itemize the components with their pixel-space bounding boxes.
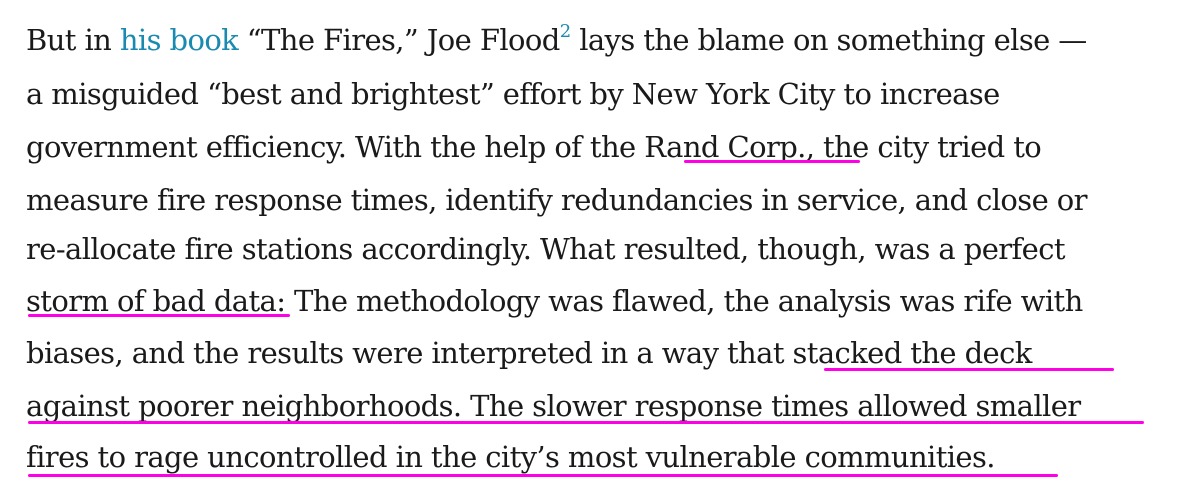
paragraph-line-5: re-allocate fire stations accordingly. W… <box>26 232 1066 266</box>
paragraph-line-9: fires to rage uncontrolled in the city’s… <box>26 440 996 474</box>
paragraph-line-6: storm of bad data: The methodology was f… <box>26 284 1083 318</box>
paragraph-line-8: against poorer neighborhoods. The slower… <box>26 389 1081 423</box>
paragraph-line-3: government efficiency. With the help of … <box>26 130 1042 164</box>
footnote-marker[interactable]: 2 <box>559 21 571 42</box>
underline-against-poorer-neighborhoods <box>28 421 1144 424</box>
underline-stacked-the-deck <box>824 368 1114 371</box>
line-1-text-before-link: But in <box>26 23 120 57</box>
underline-storm-of-bad-data <box>28 314 290 317</box>
paragraph-line-4: measure fire response times, identify re… <box>26 183 1087 217</box>
underline-rand-corp <box>684 160 860 163</box>
paragraph-line-2: a misguided “best and brightest” effort … <box>26 77 1000 111</box>
paragraph-line-7: biases, and the results were interpreted… <box>26 336 1032 370</box>
paragraph-line-1: But in his book “The Fires,” Joe Flood2 … <box>26 20 1087 60</box>
underline-fires-to-rage <box>28 474 1058 477</box>
his-book-link[interactable]: his book <box>119 23 239 57</box>
line-1-text-after-link: “The Fires,” Joe Flood <box>238 23 561 57</box>
line-1-text-tail: lays the blame on something else — <box>570 23 1087 57</box>
